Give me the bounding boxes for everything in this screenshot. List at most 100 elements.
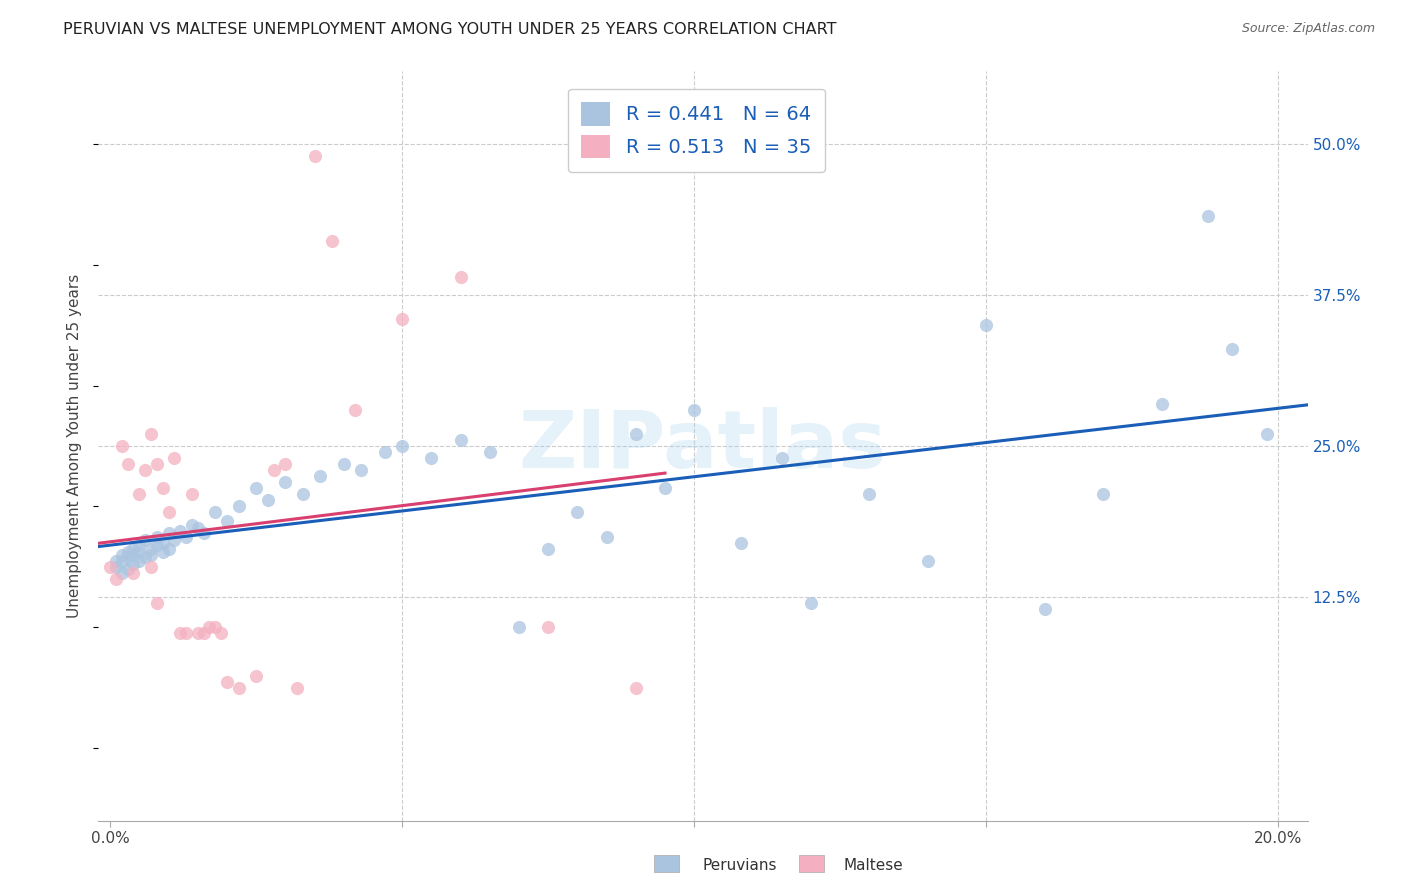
Point xyxy=(169,524,191,538)
Point xyxy=(1150,397,1173,411)
Point xyxy=(858,487,880,501)
Point xyxy=(157,541,180,556)
Point xyxy=(128,538,150,552)
Point xyxy=(374,445,396,459)
Point xyxy=(1197,210,1219,224)
Point xyxy=(215,674,238,689)
Point xyxy=(117,545,139,559)
Point xyxy=(256,493,278,508)
Point xyxy=(209,626,232,640)
Point xyxy=(263,463,285,477)
Point xyxy=(1256,426,1278,441)
Text: ZIPatlas: ZIPatlas xyxy=(519,407,887,485)
Point xyxy=(1033,602,1056,616)
Point xyxy=(134,533,156,548)
Point xyxy=(117,550,139,565)
Point xyxy=(730,535,752,549)
Point xyxy=(683,402,706,417)
Text: PERUVIAN VS MALTESE UNEMPLOYMENT AMONG YOUTH UNDER 25 YEARS CORRELATION CHART: PERUVIAN VS MALTESE UNEMPLOYMENT AMONG Y… xyxy=(63,22,837,37)
Point xyxy=(595,530,617,544)
Point xyxy=(624,681,647,695)
Point xyxy=(174,530,197,544)
Point xyxy=(122,566,145,580)
Point xyxy=(1092,487,1115,501)
Point xyxy=(122,541,145,556)
Point xyxy=(139,548,162,562)
Point xyxy=(134,463,156,477)
Point xyxy=(146,596,169,610)
Point xyxy=(215,514,238,528)
Point xyxy=(98,559,121,574)
Point xyxy=(117,457,139,471)
Point xyxy=(187,626,209,640)
Point xyxy=(152,545,174,559)
Point xyxy=(111,566,134,580)
Point xyxy=(146,530,169,544)
Point xyxy=(567,506,589,520)
Point xyxy=(122,548,145,562)
Point xyxy=(152,535,174,549)
Point xyxy=(157,506,180,520)
Point xyxy=(204,620,226,634)
Point xyxy=(104,559,127,574)
Point xyxy=(146,457,169,471)
Point xyxy=(169,626,191,640)
Point xyxy=(193,526,215,541)
Point xyxy=(228,681,250,695)
Point xyxy=(134,550,156,565)
Point xyxy=(139,559,162,574)
Point xyxy=(163,451,186,466)
Point xyxy=(917,554,939,568)
Point xyxy=(245,668,267,682)
Point xyxy=(117,562,139,576)
Point xyxy=(537,541,560,556)
Point xyxy=(193,626,215,640)
Point xyxy=(157,526,180,541)
Point xyxy=(1220,343,1243,357)
Point xyxy=(139,426,162,441)
Point xyxy=(128,545,150,559)
Point xyxy=(309,469,332,483)
Point xyxy=(163,533,186,548)
Point xyxy=(291,487,314,501)
Point xyxy=(111,554,134,568)
Point xyxy=(508,620,530,634)
Point xyxy=(139,541,162,556)
Point xyxy=(204,506,226,520)
Point xyxy=(128,554,150,568)
Point xyxy=(391,312,413,326)
Text: Source: ZipAtlas.com: Source: ZipAtlas.com xyxy=(1241,22,1375,36)
Point xyxy=(174,626,197,640)
Point xyxy=(274,475,297,490)
Text: Maltese: Maltese xyxy=(844,858,903,872)
Point xyxy=(478,445,501,459)
Point xyxy=(104,572,127,586)
Text: Peruvians: Peruvians xyxy=(703,858,778,872)
Point xyxy=(770,451,793,466)
Y-axis label: Unemployment Among Youth under 25 years: Unemployment Among Youth under 25 years xyxy=(67,274,83,618)
Point xyxy=(187,521,209,535)
Point xyxy=(350,463,373,477)
Point xyxy=(304,149,326,163)
Point xyxy=(122,558,145,572)
Point xyxy=(800,596,823,610)
Point xyxy=(245,481,267,495)
Point xyxy=(420,451,443,466)
Point xyxy=(285,681,308,695)
Point xyxy=(624,426,647,441)
Point xyxy=(450,269,472,284)
Point xyxy=(654,481,676,495)
Point xyxy=(180,487,202,501)
Point xyxy=(537,620,560,634)
Point xyxy=(450,433,472,447)
Point xyxy=(111,548,134,562)
Point xyxy=(344,402,367,417)
Point xyxy=(146,538,169,552)
Point xyxy=(111,439,134,453)
Legend: R = 0.441   N = 64, R = 0.513   N = 35: R = 0.441 N = 64, R = 0.513 N = 35 xyxy=(568,88,825,172)
Point xyxy=(274,457,297,471)
Point xyxy=(104,554,127,568)
Point xyxy=(974,318,997,333)
Point xyxy=(198,620,221,634)
Point xyxy=(180,517,202,532)
